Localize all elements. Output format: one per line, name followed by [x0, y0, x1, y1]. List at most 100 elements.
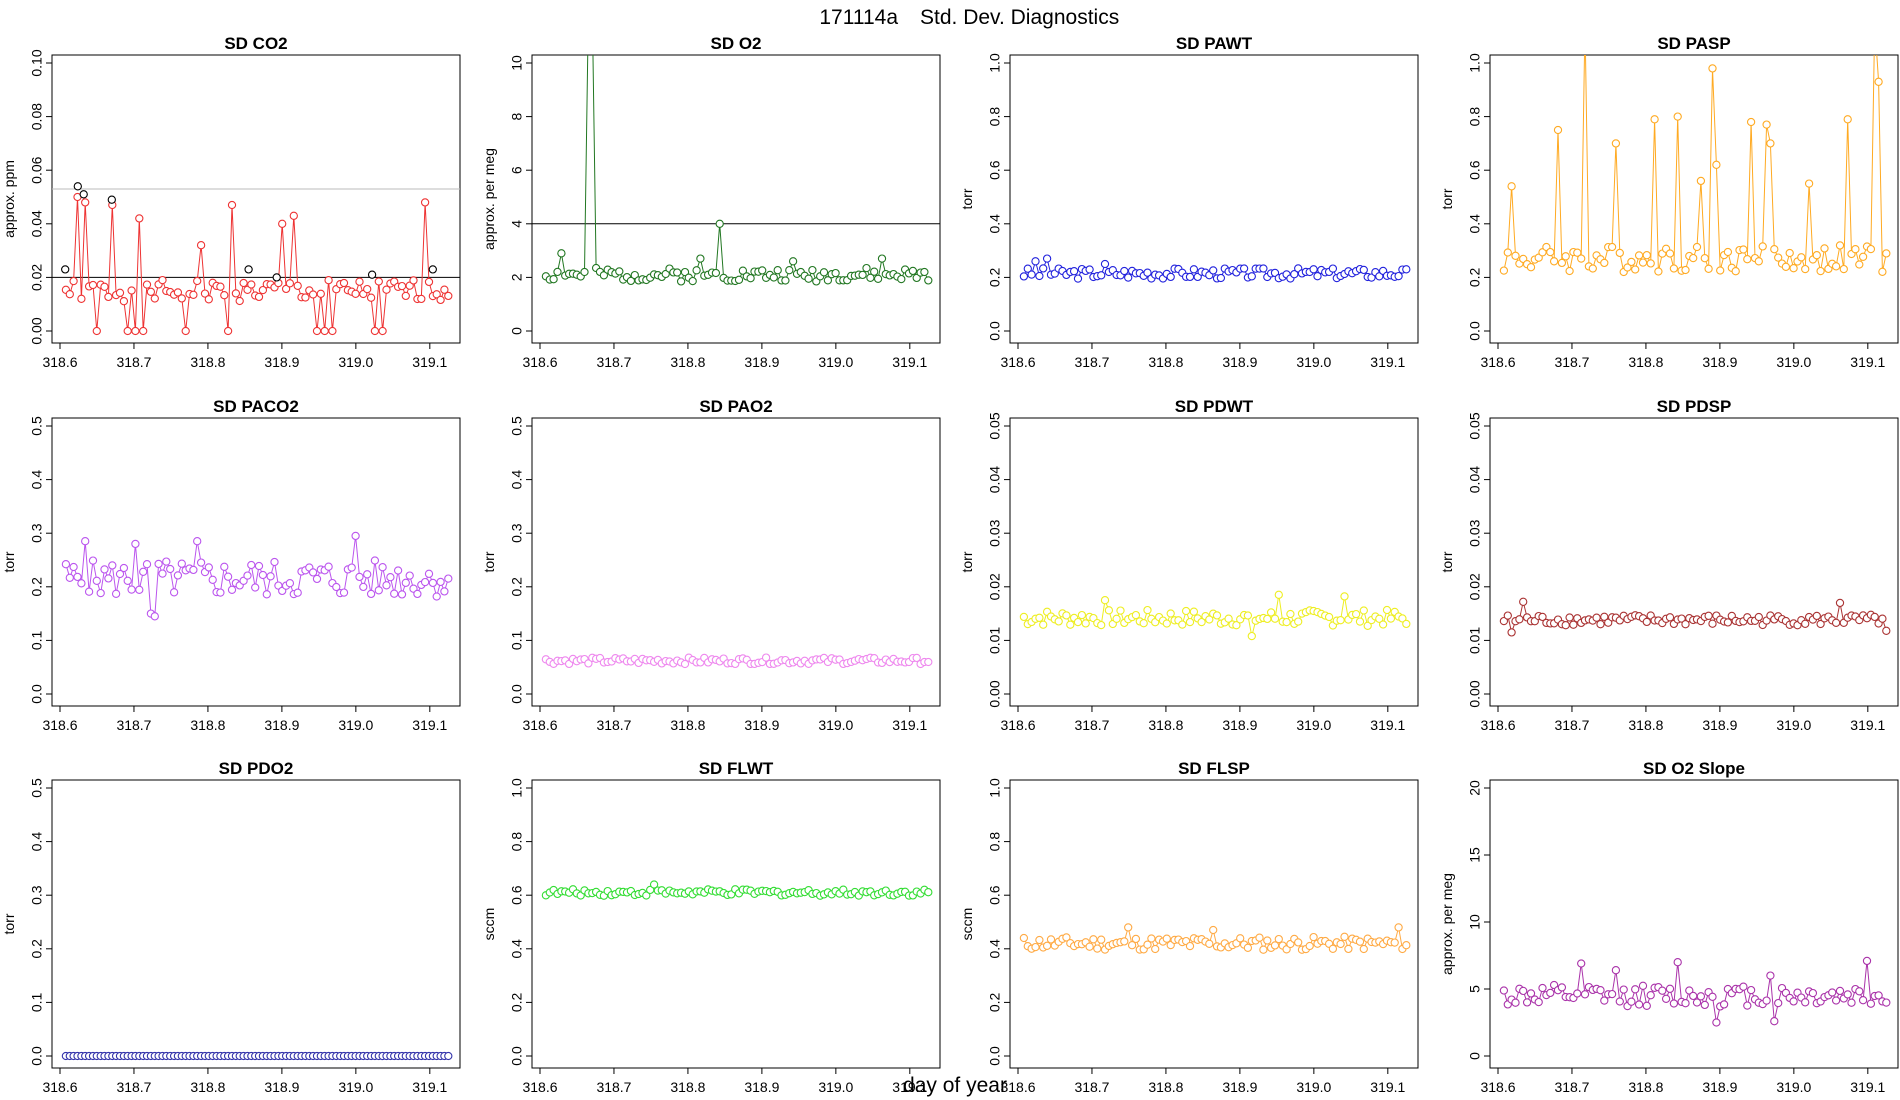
x-tick-label: 319.0: [1296, 717, 1331, 733]
panel-sd-pawt: SD PAWT torr 0.0 0.2 0.4 0.6 0.8 1.0 318.6 318.7 3…: [959, 34, 1419, 370]
data-point: [432, 290, 441, 299]
data-point: [1127, 941, 1137, 950]
y-tick-label: 0.4: [29, 832, 45, 852]
data-point: [1162, 934, 1171, 943]
data-point: [1708, 64, 1717, 73]
data-point: [1534, 997, 1543, 1007]
data-point: [1600, 258, 1609, 268]
data-point: [1882, 626, 1891, 635]
data-point: [223, 572, 233, 581]
data-point: [92, 576, 101, 585]
data-point: [870, 267, 879, 276]
data-point: [1189, 607, 1199, 616]
y-tick-label: 8: [509, 112, 525, 120]
data-point: [1642, 251, 1651, 260]
data-point: [1746, 117, 1756, 127]
series: [1499, 55, 1891, 277]
data-point: [324, 276, 333, 285]
panel-title: SD PDO2: [219, 759, 294, 778]
data-point: [428, 578, 438, 588]
panel-title: SD PDSP: [1657, 397, 1732, 416]
data-point: [1851, 245, 1860, 254]
data-point: [1309, 932, 1318, 942]
y-tick-label: 0.0: [29, 1046, 45, 1066]
y-tick-label: 0.0: [29, 684, 45, 704]
data-point: [81, 198, 90, 207]
x-tick-label: 319.0: [338, 354, 373, 370]
data-point: [1631, 265, 1640, 274]
data-point: [781, 276, 790, 285]
panel-title: SD O2 Slope: [1643, 759, 1745, 778]
y-tick-label: 20: [1467, 780, 1483, 796]
x-tick-label: 318.9: [1222, 717, 1257, 733]
x-tick-label: 318.6: [1000, 717, 1035, 733]
data-point: [1209, 266, 1218, 275]
data-point: [1351, 609, 1361, 619]
series: [541, 55, 933, 286]
data-point: [216, 588, 225, 597]
y-tick-label: 0.06: [29, 156, 45, 183]
plot-frame: [51, 779, 461, 1069]
data-point: [220, 562, 229, 571]
data-point: [355, 277, 364, 286]
data-point: [285, 279, 295, 288]
data-point: [1831, 618, 1841, 627]
y-tick-label: 0.6: [509, 885, 525, 905]
x-tick-label: 318.9: [1702, 354, 1737, 370]
y-tick-label: 0.3: [29, 885, 45, 905]
figure-title-id: 171114a: [819, 6, 898, 29]
panel-title: SD FLWT: [699, 759, 774, 778]
x-tick-label: 318.7: [1554, 717, 1589, 733]
panel-title: SD PDWT: [1175, 397, 1254, 416]
data-point: [1704, 264, 1713, 273]
data-point: [1770, 1017, 1779, 1026]
series: [1499, 597, 1891, 637]
plot-frame: [51, 54, 461, 344]
data-point: [1600, 996, 1609, 1005]
data-point: [139, 567, 148, 576]
data-point: [1762, 120, 1771, 129]
y-tick-label: 0.6: [987, 160, 1003, 180]
panel-sd-pdo2: SD PDO2 torr 0.0 0.1 0.2 0.3 0.4 0.5 318.6 318.7 3…: [1, 759, 461, 1095]
data-point: [1577, 959, 1586, 968]
data-point: [96, 588, 105, 598]
data-point: [1185, 617, 1195, 627]
data-point: [584, 659, 593, 668]
data-point: [1336, 939, 1345, 949]
data-point: [1689, 253, 1698, 263]
x-tick-label: 319.0: [338, 1079, 373, 1095]
data-point: [308, 568, 318, 577]
x-tick-label: 318.6: [522, 717, 557, 733]
data-point: [1696, 992, 1706, 1001]
data-point: [92, 326, 101, 336]
x-tick-label: 319.1: [892, 354, 927, 370]
data-point: [1592, 613, 1601, 622]
data-point: [111, 589, 121, 598]
y-tick-label: 0.00: [1467, 680, 1483, 707]
data-point: [1499, 616, 1509, 626]
y-tick-label: 1.0: [987, 53, 1003, 73]
data-point: [420, 198, 430, 207]
y-tick-label: 0.0: [509, 1046, 525, 1066]
data-point: [1100, 259, 1110, 269]
data-point: [1313, 272, 1322, 281]
data-point: [1120, 266, 1129, 276]
data-point: [301, 293, 310, 302]
data-point: [1390, 938, 1399, 947]
data-point: [378, 563, 387, 572]
plot-frame: [1489, 779, 1899, 1069]
x-tick-label: 318.9: [1222, 1079, 1257, 1095]
y-tick-label: 4: [509, 220, 525, 228]
x-tick-label: 319.0: [1296, 1079, 1331, 1095]
y-tick-label: 0.2: [509, 992, 525, 1012]
data-point: [270, 557, 279, 567]
data-point: [1831, 996, 1841, 1005]
data-point: [858, 270, 867, 280]
x-tick-label: 319.0: [818, 1079, 853, 1095]
data-point: [1596, 620, 1605, 629]
x-tick-label: 318.7: [1554, 1079, 1589, 1095]
data-point: [1874, 77, 1883, 86]
data-point: [553, 267, 562, 277]
data-point: [1708, 992, 1717, 1001]
data-point: [308, 290, 318, 299]
